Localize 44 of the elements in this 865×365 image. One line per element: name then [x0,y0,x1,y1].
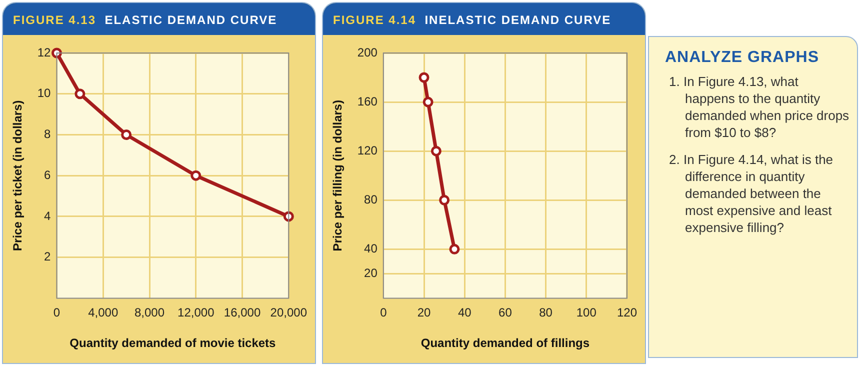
y-tick-label: 40 [364,241,378,256]
y-axis-title: Price per ticket (in dollars) [10,100,25,251]
x-tick-label: 16,000 [224,306,261,320]
point [52,48,62,58]
point [74,88,86,100]
point [190,170,202,181]
text: 1. In Figure 4.13, what happens to the quantity demanded when price drops from $10 to $8? [669,73,850,141]
x-tick-label: 20 [417,306,432,320]
point [449,244,460,254]
x-tick-label: 40 [458,306,472,320]
point [121,129,132,140]
x-tick-label: 60 [498,306,512,320]
x-axis-title: Quantity demanded of movie tickets [70,336,276,350]
y-tick-label: 80 [364,192,378,206]
chart-title: FIGURE 4.14 INELASTIC DEMAND CURVE [323,3,645,35]
point [430,146,442,156]
x-tick-label: 80 [539,306,553,320]
y-tick-label: 4 [44,208,52,223]
x-tick-label: 4,000 [88,306,118,320]
x-axis-title: Quantity demanded of fillings [420,336,590,350]
x-tick-label: 0 [380,306,388,320]
x-tick-label: 100 [576,306,597,320]
y-tick-label: 10 [37,86,52,100]
point [439,194,450,206]
y-tick-label: 8 [44,127,52,142]
y-tick-label: 120 [357,143,378,158]
point [283,211,294,222]
point [418,72,430,83]
y-axis-title: Price per filling (in dollars) [330,100,345,252]
x-tick-label: 8,000 [134,306,165,320]
y-tick-label: 160 [357,94,378,108]
y-tick-label: 2 [44,250,52,264]
text: ANALYZE GRAPHS [665,49,820,67]
point [422,96,434,108]
x-tick-label: 0 [53,306,60,320]
x-tick-label: 20,000 [270,306,308,320]
x-tick-label: 12,000 [178,306,215,320]
y-tick-label: 12 [37,45,52,60]
text: 2. In Figure 4.14, what is the difference in quantity demanded between the most expensive and least expensive filling? [669,151,834,236]
y-tick-label: 200 [357,45,378,60]
y-tick-label: 20 [364,266,378,280]
y-tick-label: 6 [44,168,52,182]
chart-title: FIGURE 4.13 ELASTIC DEMAND CURVE [3,3,315,35]
x-tick-label: 120 [616,306,638,320]
